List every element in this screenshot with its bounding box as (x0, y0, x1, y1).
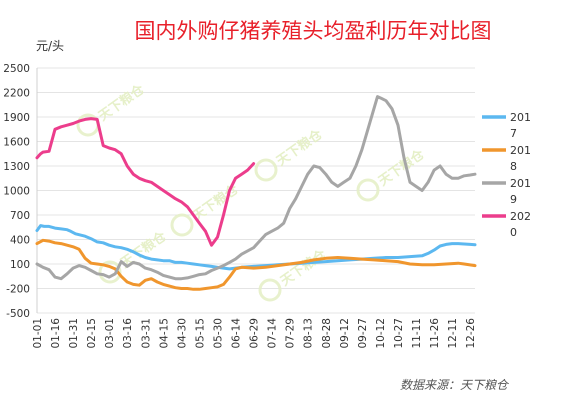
watermark-logo: 天下粮仓 (258, 246, 330, 302)
x-tick-label: 05-15 (194, 318, 206, 349)
watermark-logo: 天下粮仓 (356, 146, 428, 202)
x-tick-label: 07-14 (267, 318, 279, 349)
y-tick-label: 2200 (3, 88, 30, 100)
x-tick-label: 06-29 (249, 318, 261, 349)
y-tick-label: -200 (6, 284, 30, 296)
x-axis-ticks: 01-01 01-16 01-31 02-15 03-01 03-16 03-31 04-15… (32, 318, 477, 349)
x-tick-label: 12-26 (465, 318, 477, 349)
y-tick-label: 1000 (3, 186, 30, 198)
legend-label-2018: 201 8 (510, 144, 531, 173)
chart-title: 国内外购仔猪养殖头均盈利历年对比图 (135, 19, 492, 43)
x-tick-label: 04-15 (158, 318, 170, 349)
svg-text:天下粮仓: 天下粮仓 (277, 246, 330, 290)
x-tick-label: 01-01 (32, 318, 44, 349)
legend-label-2020: 202 0 (510, 210, 531, 239)
x-tick-label: 01-16 (50, 318, 62, 349)
gridlines (36, 67, 475, 314)
y-axis-ticks: -500 -200 100 400 700 1000 1300 1600 1900 2200 250… (3, 63, 30, 320)
series-line-2018 (35, 238, 477, 291)
svg-text:天下粮仓: 天下粮仓 (95, 81, 148, 125)
series-line-2019 (35, 95, 477, 281)
y-tick-label: 100 (10, 259, 30, 271)
x-tick-label: 04-30 (176, 318, 188, 349)
series-lines (35, 95, 477, 291)
x-tick-label: 05-30 (212, 318, 224, 349)
x-tick-label: 09-27 (357, 318, 369, 349)
x-tick-label: 08-28 (321, 318, 333, 349)
y-tick-label: 1300 (3, 161, 30, 173)
svg-text:天下粮仓: 天下粮仓 (273, 126, 326, 170)
x-tick-label: 03-31 (140, 318, 152, 349)
y-tick-label: -500 (6, 308, 30, 320)
x-tick-label: 09-12 (339, 318, 351, 349)
x-tick-label: 03-01 (104, 318, 116, 349)
y-tick-label: 700 (10, 210, 30, 222)
legend-label-2019: 201 9 (510, 177, 531, 206)
x-tick-label: 07-29 (285, 318, 297, 349)
y-tick-label: 400 (10, 235, 30, 247)
y-axis-unit-label: 元/头 (36, 39, 64, 53)
y-tick-label: 1600 (3, 137, 30, 149)
series-line-2017 (35, 224, 477, 271)
legend-label-2017: 201 7 (510, 111, 531, 140)
x-tick-label: 12-11 (447, 318, 459, 349)
series-line-2020 (35, 117, 256, 247)
x-tick-label: 03-16 (122, 318, 134, 349)
watermark-logo: 天下粮仓 (254, 126, 326, 182)
watermark-logo: 天下粮仓 (76, 81, 148, 137)
x-tick-label: 10-12 (375, 318, 387, 349)
x-tick-label: 11-26 (429, 318, 441, 349)
x-tick-label: 01-31 (68, 318, 80, 349)
y-tick-label: 1900 (3, 112, 30, 124)
x-tick-label: 08-13 (303, 318, 315, 349)
y-tick-label: 2500 (3, 63, 30, 75)
x-tick-label: 11-11 (411, 318, 423, 349)
source-note: 数据来源：天下粮仓 (400, 378, 510, 392)
svg-text:天下粮仓: 天下粮仓 (189, 181, 242, 225)
x-tick-label: 02-15 (86, 318, 98, 349)
x-tick-label: 10-27 (393, 318, 405, 349)
x-tick-label: 06-14 (231, 318, 243, 349)
legend: 201 7 201 8 201 9 202 0 (482, 111, 531, 239)
